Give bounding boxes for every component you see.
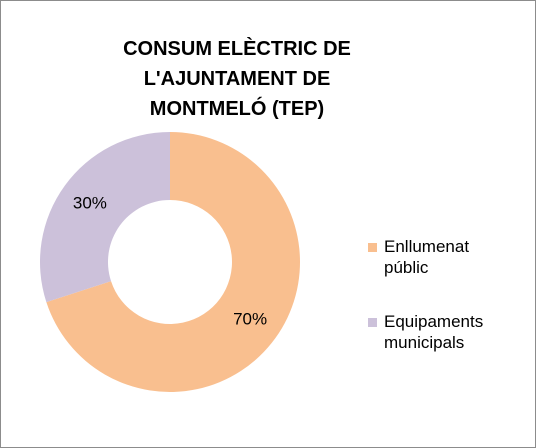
legend-label: Equipaments municipals [384, 312, 484, 352]
legend: Enllumenat públic Equipaments municipals [368, 236, 508, 386]
chart-title: CONSUM ELÈCTRIC DE L'AJUNTAMENT DE MONTM… [123, 38, 351, 120]
donut-segment [46, 132, 300, 392]
data-label: 70% [233, 310, 267, 329]
legend-item: Enllumenat públic [368, 236, 499, 278]
legend-swatch [368, 243, 377, 252]
data-label: 30% [73, 193, 107, 212]
legend-item: Equipaments municipals [368, 311, 499, 353]
legend-label: Enllumenat públic [384, 237, 470, 277]
donut-segment [39, 132, 171, 303]
legend-swatch [368, 318, 377, 327]
